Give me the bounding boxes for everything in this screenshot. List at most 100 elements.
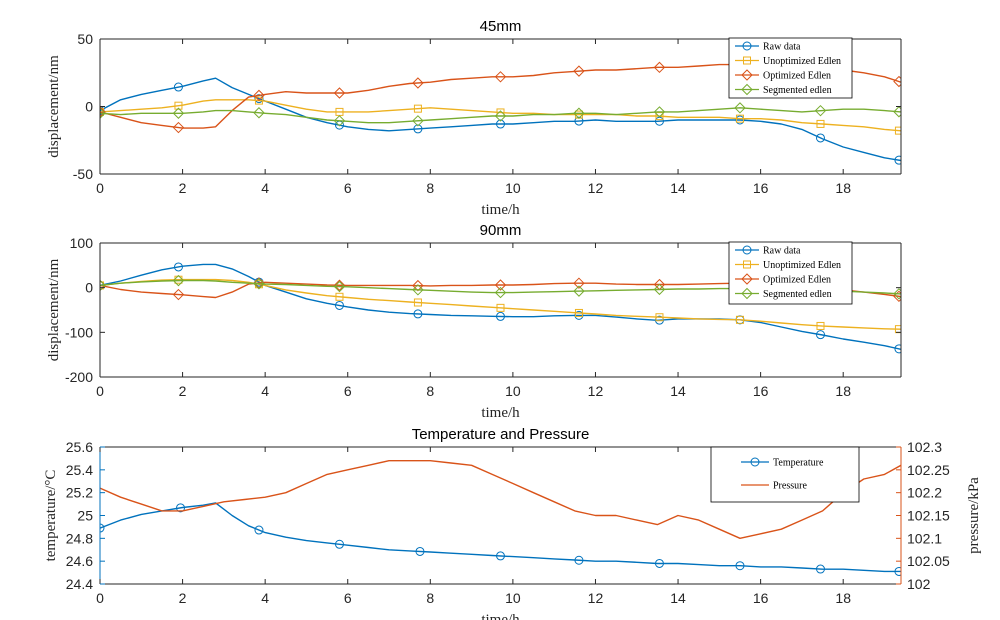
legend-box [710, 446, 860, 503]
series-group [100, 58, 901, 165]
series-line-2 [100, 460, 901, 539]
series-4-marker-4 [333, 280, 346, 293]
series-3-marker-11 [893, 75, 901, 88]
x-axis-label: time/h [481, 202, 520, 218]
series-2-marker-10 [816, 119, 825, 128]
y-tick-label: 50 [77, 31, 93, 47]
legend-marker-2 [743, 56, 751, 65]
series-4-marker-6 [494, 286, 507, 299]
series-1-marker-7 [574, 555, 584, 565]
y-tick-label: -100 [65, 324, 93, 340]
legend-marker-3 [741, 69, 753, 81]
legend-marker-1 [742, 245, 752, 255]
series-2-marker-6 [496, 303, 505, 312]
x-tick-label: 6 [344, 180, 352, 196]
chart-3: 0 2 4 6 8 10 12 14 16 18 24.4 24.6 24.8 25 25.2 25.4 25.… [43, 426, 982, 620]
y-tick-label: -200 [65, 369, 93, 385]
y-right-tick-label: 102.2 [907, 485, 942, 501]
x-tick-label: 0 [96, 590, 104, 606]
series-1-marker-10 [815, 564, 825, 574]
x-tick-label: 18 [835, 383, 851, 399]
series-4-marker-11 [893, 288, 901, 300]
series-1-marker-10 [815, 133, 825, 143]
y-tick-label: 25.6 [66, 439, 93, 455]
legend-label-4: Segmented edlen [763, 289, 832, 300]
series-2-marker-9 [735, 114, 744, 123]
series-line-2 [100, 99, 901, 132]
series-2-marker-7 [574, 308, 583, 317]
series-line-1 [100, 502, 901, 573]
series-4-marker-1 [100, 107, 106, 119]
series-1-marker-2 [176, 503, 186, 513]
y-tick-label: 25 [77, 508, 93, 524]
y-tick-label: -50 [73, 166, 93, 182]
x-tick-label: 8 [426, 383, 434, 399]
chart-title: 45mm [480, 18, 522, 35]
series-2-marker-8 [655, 313, 664, 322]
x-tick-label: 16 [753, 590, 769, 606]
series-1-marker-5 [413, 124, 423, 134]
y-tick-label: 0 [85, 280, 93, 296]
legend-marker-4 [741, 287, 753, 300]
series-1-marker-11 [894, 155, 901, 165]
series-3-marker-5 [412, 77, 424, 89]
series-4-marker-3 [253, 278, 265, 290]
legend-label-2: Pressure [773, 481, 807, 492]
series-3-marker-3 [253, 89, 265, 102]
series-2-marker-11 [894, 126, 901, 135]
x-tick-label: 4 [261, 383, 269, 399]
series-3-marker-2 [172, 121, 185, 134]
y-axis-label-right: pressure/kPa [966, 477, 982, 554]
x-tick-label: 18 [835, 180, 851, 196]
x-tick-label: 14 [670, 590, 686, 606]
x-tick-label: 0 [96, 180, 104, 196]
legend-label-1: Raw data [763, 42, 801, 53]
series-4-marker-11 [893, 106, 901, 118]
chart-1: 0 2 4 6 8 10 12 14 16 18-5005045mmtime/hdisplacem… [46, 18, 902, 218]
legend-label-2: Unoptimized Edlen [763, 56, 841, 67]
series-1-marker-4 [334, 300, 344, 310]
y-right-tick-label: 102.1 [907, 530, 942, 546]
x-axis-label: time/h [481, 612, 520, 620]
series-4-marker-6 [494, 110, 507, 122]
y-axis-label: displacement/nm [46, 258, 62, 361]
y-tick-label: 25.4 [66, 462, 93, 478]
legend-marker-1 [750, 457, 760, 467]
series-4-marker-2 [172, 107, 185, 119]
series-2-marker-5 [413, 298, 422, 307]
y-tick-label: 100 [70, 235, 94, 251]
chart-title: 90mm [480, 222, 522, 239]
series-2-marker-3 [254, 96, 263, 105]
series-4-marker-2 [172, 274, 185, 287]
y-tick-label: 24.8 [66, 530, 93, 546]
x-tick-label: 10 [505, 590, 521, 606]
legend-label-3: Optimized Edlen [763, 275, 831, 286]
x-tick-label: 2 [179, 180, 187, 196]
series-2-marker-2 [174, 101, 183, 110]
legend-marker-3 [741, 273, 753, 285]
legend-label-3: Optimized Edlen [763, 71, 831, 82]
series-3-marker-4 [333, 87, 346, 99]
series-1-marker-9 [735, 561, 745, 571]
series-3-marker-4 [333, 279, 346, 291]
series-1-marker-8 [654, 558, 664, 568]
series-1-marker-7 [574, 116, 584, 126]
legend: Raw data Unoptimized Edlen Optimized Edlen… [728, 241, 853, 305]
x-tick-label: 18 [835, 590, 851, 606]
series-3-marker-7 [573, 65, 585, 77]
y-axis-label-left: temperature/°C [43, 470, 59, 562]
legend-marker-2 [743, 260, 751, 269]
x-tick-label: 4 [261, 590, 269, 606]
x-tick-label: 14 [670, 383, 686, 399]
series-4-marker-7 [573, 285, 585, 297]
y-right-tick-label: 102.05 [907, 553, 950, 569]
x-tick-label: 4 [261, 180, 269, 196]
legend-label-1: Temperature [773, 458, 824, 469]
x-tick-label: 14 [670, 180, 686, 196]
series-1-marker-6 [496, 311, 505, 321]
series-3-marker-8 [653, 61, 666, 74]
legend: Raw data Unoptimized Edlen Optimized Edlen… [728, 37, 853, 99]
x-axis-label: time/h [481, 405, 520, 421]
series-4-marker-3 [253, 107, 265, 119]
